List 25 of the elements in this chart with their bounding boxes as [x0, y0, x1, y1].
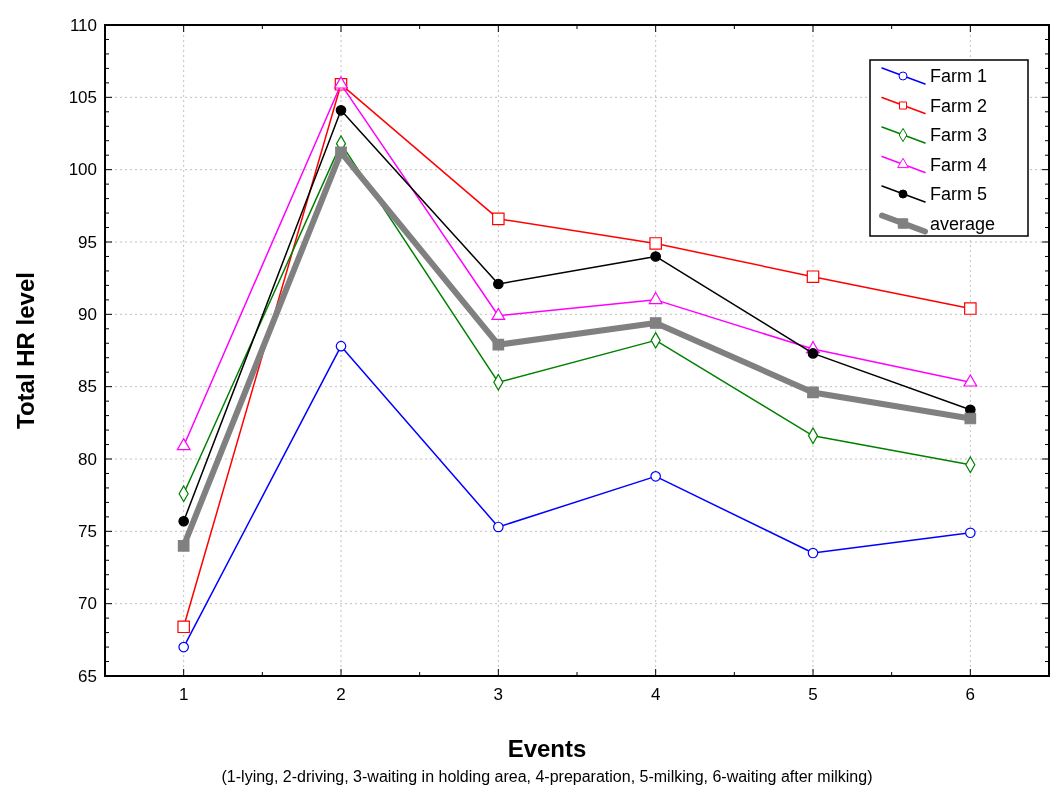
- x-axis-title: Events: [507, 735, 587, 762]
- y-tick-label: 95: [78, 232, 97, 252]
- y-tick-label: 85: [78, 377, 97, 397]
- y-tick-label: 70: [78, 594, 97, 614]
- legend-label: average: [930, 213, 996, 234]
- legend-label: Farm 5: [930, 184, 988, 204]
- y-tick-label: 75: [78, 521, 97, 541]
- x-tick-label: 3: [493, 685, 504, 704]
- x-tick-label: 2: [336, 685, 346, 704]
- y-tick-label: 80: [78, 449, 97, 469]
- legend-label: Farm 4: [930, 154, 988, 175]
- text: (1-lying, 2-driving, 3-waiting in holding area, 4-preparation, 5-milking, 6-waiting after milking): [221, 768, 873, 785]
- legend-label: Farm 1: [930, 66, 988, 86]
- y-tick-label: 65: [78, 666, 97, 686]
- y-tick-label: 90: [78, 304, 97, 324]
- x-tick-label: 5: [808, 685, 818, 704]
- y-tick-label: 110: [69, 15, 97, 35]
- y-tick-label: 105: [68, 87, 97, 107]
- y-tick-label: 100: [68, 160, 97, 180]
- legend-label: Farm 2: [930, 95, 988, 116]
- x-tick-label: 6: [965, 685, 976, 704]
- x-tick-label: 1: [178, 685, 189, 704]
- y-axis-title: Total HR level: [12, 272, 39, 429]
- x-tick-label: 4: [650, 685, 661, 704]
- legend-label: Farm 3: [930, 125, 988, 145]
